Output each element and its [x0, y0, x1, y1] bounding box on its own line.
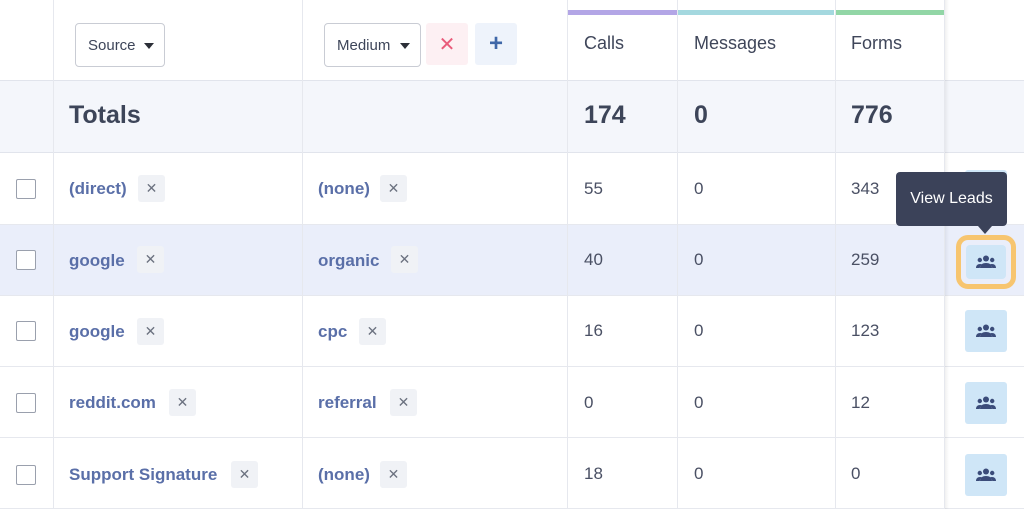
table-row — [0, 438, 1024, 509]
calls-value: 0 — [584, 393, 594, 412]
forms-column-header[interactable]: Forms — [851, 33, 902, 53]
view-leads-button[interactable] — [965, 454, 1007, 496]
source-link[interactable]: google — [69, 251, 125, 270]
column-divider — [835, 0, 836, 509]
add-dimension-button[interactable]: + — [475, 23, 517, 65]
calls-column-header[interactable]: Calls — [584, 33, 625, 53]
close-icon[interactable]: ✕ — [231, 461, 258, 488]
view-leads-button[interactable] — [965, 310, 1007, 352]
row-checkbox[interactable] — [16, 465, 36, 485]
forms-value: 123 — [851, 321, 880, 340]
table-row — [0, 154, 1024, 225]
messages-value: 0 — [694, 321, 704, 340]
medium-link[interactable]: organic — [318, 251, 380, 270]
medium-link[interactable]: (none) — [318, 179, 370, 198]
totals-calls: 174 — [584, 101, 626, 129]
calls-value: 16 — [584, 321, 603, 340]
table-header: Source Medium ✕ + Calls Messages Forms — [0, 0, 1024, 81]
messages-value: 0 — [694, 250, 704, 269]
table-row — [0, 225, 1024, 296]
users-icon — [976, 396, 996, 409]
column-divider — [53, 0, 54, 509]
view-leads-button-inner[interactable] — [966, 245, 1006, 279]
view-leads-button[interactable] — [965, 382, 1007, 424]
calls-value: 55 — [584, 179, 603, 198]
column-divider — [302, 0, 303, 509]
messages-column-header[interactable]: Messages — [694, 33, 777, 53]
medium-link[interactable]: (none) — [318, 465, 370, 484]
source-dropdown-label: Source — [88, 36, 136, 54]
close-icon[interactable]: ✕ — [138, 175, 165, 202]
forms-value: 259 — [851, 250, 880, 269]
sticky-column-shadow — [945, 0, 949, 509]
forms-value: 343 — [851, 179, 880, 198]
messages-value: 0 — [694, 464, 704, 483]
close-icon: ✕ — [438, 33, 456, 56]
column-divider — [944, 0, 945, 509]
totals-forms: 776 — [851, 101, 893, 129]
remove-dimension-button[interactable]: ✕ — [426, 23, 468, 65]
close-icon[interactable]: ✕ — [380, 461, 407, 488]
chevron-down-icon — [400, 43, 410, 49]
view-leads-tooltip: View Leads — [896, 172, 1007, 226]
close-icon[interactable]: ✕ — [390, 389, 417, 416]
column-divider — [677, 0, 678, 509]
close-icon[interactable]: ✕ — [391, 246, 418, 273]
table-row — [0, 296, 1024, 367]
close-icon[interactable]: ✕ — [137, 318, 164, 345]
column-divider — [567, 0, 568, 509]
medium-dropdown-label: Medium — [337, 36, 391, 54]
forms-value: 0 — [851, 464, 861, 483]
row-checkbox[interactable] — [16, 393, 36, 413]
close-icon[interactable]: ✕ — [169, 389, 196, 416]
view-leads-button[interactable] — [956, 235, 1016, 289]
messages-value: 0 — [694, 393, 704, 412]
totals-row — [0, 81, 1024, 153]
messages-value: 0 — [694, 179, 704, 198]
row-checkbox[interactable] — [16, 250, 36, 270]
chevron-down-icon — [144, 43, 154, 49]
plus-icon: + — [488, 30, 503, 57]
users-icon — [976, 324, 996, 337]
calls-value: 18 — [584, 464, 603, 483]
source-link[interactable]: reddit.com — [69, 393, 156, 412]
calls-value: 40 — [584, 250, 603, 269]
medium-link[interactable]: referral — [318, 393, 377, 412]
row-checkbox[interactable] — [16, 321, 36, 341]
close-icon[interactable]: ✕ — [359, 318, 386, 345]
forms-column-bar — [836, 10, 944, 15]
source-link[interactable]: google — [69, 322, 125, 341]
users-icon — [976, 255, 996, 268]
row-checkbox[interactable] — [16, 179, 36, 199]
close-icon[interactable]: ✕ — [137, 246, 164, 273]
messages-column-bar — [678, 10, 834, 15]
tooltip-text: View Leads — [910, 190, 993, 207]
medium-link[interactable]: cpc — [318, 322, 348, 341]
source-dropdown[interactable]: Source — [75, 23, 165, 67]
source-link[interactable]: Support Signature — [69, 465, 218, 484]
forms-value: 12 — [851, 393, 870, 412]
totals-label: Totals — [69, 101, 141, 129]
tooltip-arrow — [978, 226, 992, 234]
source-link[interactable]: (direct) — [69, 179, 127, 198]
calls-column-bar — [568, 10, 677, 15]
medium-dropdown[interactable]: Medium — [324, 23, 421, 67]
users-icon — [976, 468, 996, 481]
close-icon[interactable]: ✕ — [380, 175, 407, 202]
totals-messages: 0 — [694, 101, 708, 129]
